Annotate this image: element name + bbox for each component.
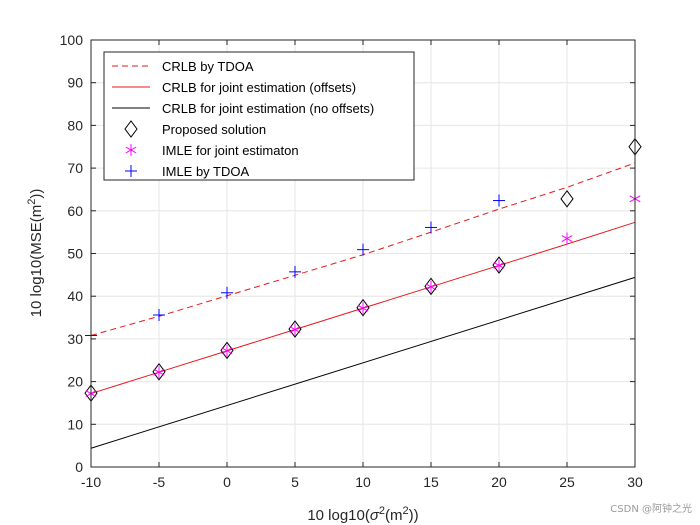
data-point-imle-by-tdoa xyxy=(425,221,437,234)
x-tick-label: 25 xyxy=(559,474,575,490)
x-tick-label: 30 xyxy=(627,474,643,490)
y-tick-label: 70 xyxy=(67,160,83,176)
series-line-crlb-for-joint-estimation-no-offsets xyxy=(90,276,636,449)
legend-label-crlb-for-joint-estimation-offsets: CRLB for joint estimation (offsets) xyxy=(162,80,356,95)
legend-swatch-proposed-solution xyxy=(124,120,138,138)
data-point-imle-for-joint-estimaton xyxy=(561,232,573,245)
x-tick-label: -10 xyxy=(81,474,101,490)
asterisk-stroke xyxy=(125,146,137,154)
y-axis-label: 10 log10(MSE(m2)) xyxy=(26,189,45,318)
data-point-proposed-solution xyxy=(560,190,574,208)
data-point-imle-for-joint-estimaton xyxy=(425,280,437,293)
series-markers xyxy=(84,137,642,402)
asterisk-stroke xyxy=(425,283,437,291)
x-tick-label: 20 xyxy=(491,474,507,490)
legend-label-crlb-by-tdoa: CRLB by TDOA xyxy=(162,59,254,74)
asterisk-stroke xyxy=(357,304,369,312)
y-tick-label: 10 xyxy=(67,416,83,432)
data-point-imle-by-tdoa xyxy=(221,286,233,299)
y-tick-label: 30 xyxy=(67,331,83,347)
legend-box xyxy=(103,51,415,181)
data-point-imle-for-joint-estimaton xyxy=(221,344,233,357)
y-tick-label: 80 xyxy=(67,117,83,133)
asterisk-stroke xyxy=(493,262,505,269)
asterisk-stroke xyxy=(153,368,165,376)
legend-swatch-imle-by-tdoa xyxy=(125,165,137,177)
legend: CRLB by TDOA CRLB for joint estimation (o… xyxy=(103,51,415,181)
legend-swatch-imle-for-joint-estimaton xyxy=(125,144,137,156)
data-point-proposed-solution xyxy=(356,298,370,317)
data-point-imle-by-tdoa xyxy=(493,194,505,207)
axis-ticks: -10 -5 0 5 10 15 20 25 30 0 10 20 30 40 50 60 70 80 90 100 xyxy=(60,32,643,490)
data-point-proposed-solution xyxy=(288,320,302,338)
data-point-imle-for-joint-estimaton xyxy=(357,302,369,315)
legend-label-imle-by-tdoa: IMLE by TDOA xyxy=(162,164,250,179)
x-axis-label: 10 log10(σ2(m2)) xyxy=(307,505,418,524)
data-point-imle-by-tdoa xyxy=(289,265,301,278)
x-tick-label: 5 xyxy=(291,474,299,490)
data-point-proposed-solution xyxy=(220,341,234,360)
data-point-proposed-solution xyxy=(152,362,166,381)
data-point-imle-by-tdoa xyxy=(153,308,165,321)
y-tick-label: 20 xyxy=(67,374,83,390)
y-tick-label: 60 xyxy=(67,203,83,219)
y-tick-label: 40 xyxy=(67,288,83,304)
x-tick-label: 15 xyxy=(423,474,439,490)
x-tick-label: 10 xyxy=(355,474,371,490)
data-point-proposed-solution xyxy=(424,277,438,296)
data-point-imle-for-joint-estimaton xyxy=(289,323,301,336)
y-tick-label: 50 xyxy=(67,246,83,262)
data-point-imle-for-joint-estimaton xyxy=(493,259,505,272)
y-tick-label: 0 xyxy=(75,459,83,475)
x-tick-label: -5 xyxy=(153,474,166,490)
legend-label-crlb-for-joint-estimation-no-offsets: CRLB for joint estimation (no offsets) xyxy=(162,101,374,116)
x-tick-label: 0 xyxy=(223,474,231,490)
y-tick-label: 90 xyxy=(67,75,83,91)
data-point-imle-by-tdoa xyxy=(357,243,369,256)
data-point-proposed-solution xyxy=(492,256,506,274)
watermark: CSDN @阿钟之光 xyxy=(610,504,692,515)
asterisk-stroke xyxy=(221,347,233,355)
data-point-imle-for-joint-estimaton xyxy=(153,366,165,379)
legend-label-imle-for-joint-estimaton: IMLE for joint estimaton xyxy=(162,143,299,158)
y-tick-label: 100 xyxy=(60,32,84,48)
asterisk-stroke xyxy=(561,235,573,242)
legend-label-proposed-solution: Proposed solution xyxy=(162,122,266,137)
asterisk-stroke xyxy=(289,326,301,333)
